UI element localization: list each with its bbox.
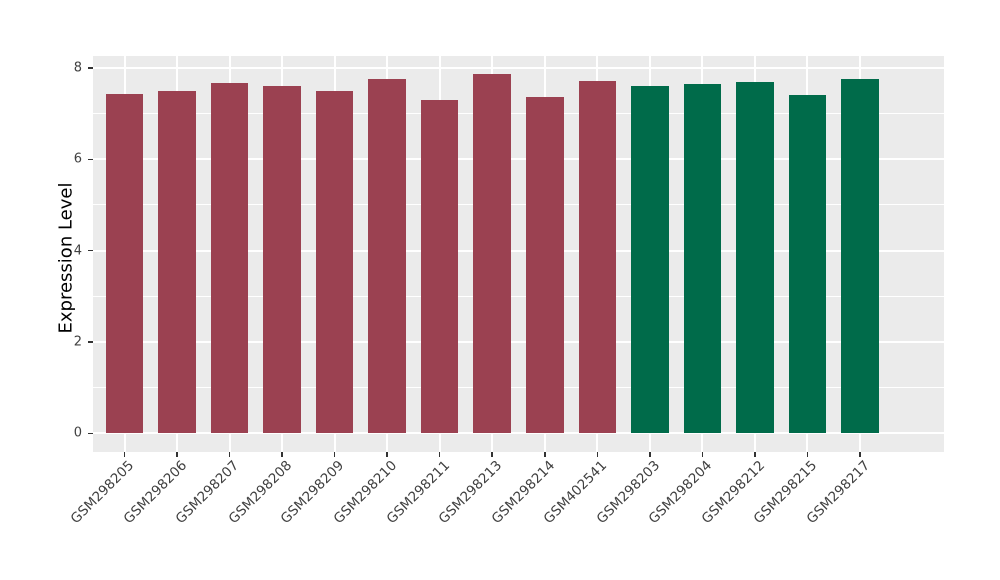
bar-GSM298210 [368, 78, 406, 434]
x-tick-mark [596, 452, 599, 457]
bar-GSM298205 [105, 93, 144, 434]
x-tick-mark [859, 452, 861, 457]
bar-GSM298203 [631, 85, 669, 434]
plot-panel [93, 56, 944, 452]
bar-GSM298214 [525, 96, 564, 434]
y-tick-mark [88, 341, 93, 343]
bar-GSM298208 [263, 86, 301, 434]
x-tick-mark [544, 452, 546, 457]
major-gridline-y [93, 249, 944, 252]
y-tick-label: 4 [73, 243, 82, 259]
y-tick-label: 0 [73, 425, 82, 441]
y-tick-mark [88, 67, 93, 69]
major-gridline-y [93, 432, 944, 435]
x-tick-mark [438, 452, 441, 457]
bar-GSM298206 [158, 90, 196, 434]
y-tick-label: 2 [73, 334, 82, 350]
bar-GSM298204 [683, 83, 722, 434]
bar-GSM298215 [788, 95, 827, 434]
minor-gridline-y [93, 204, 944, 206]
x-tick-mark [386, 452, 388, 457]
bar-GSM402541 [578, 81, 617, 434]
bar-GSM298217 [841, 78, 879, 434]
minor-gridline-y [93, 387, 944, 389]
bar-GSM298211 [420, 99, 459, 434]
bar-GSM298209 [315, 90, 354, 434]
bar-GSM298213 [473, 74, 511, 434]
x-tick-mark [701, 452, 704, 457]
y-tick-mark [88, 158, 93, 161]
x-tick-mark [176, 452, 178, 457]
x-tick-mark [123, 452, 126, 457]
x-tick-mark [649, 452, 651, 457]
y-tick-mark [88, 249, 93, 252]
x-tick-mark [281, 452, 283, 457]
bar-GSM298207 [210, 83, 249, 434]
minor-gridline-y [93, 295, 944, 297]
minor-gridline-y [93, 113, 944, 115]
x-tick-mark [754, 452, 756, 457]
y-tick-label: 8 [73, 60, 82, 76]
major-gridline-y [93, 158, 944, 161]
y-tick-mark [88, 432, 93, 435]
x-tick-mark [228, 452, 231, 457]
y-tick-label: 6 [73, 151, 82, 167]
x-tick-mark [806, 452, 809, 457]
x-tick-mark [333, 452, 336, 457]
bar-GSM298212 [736, 81, 774, 434]
major-gridline-y [93, 66, 944, 69]
major-gridline-y [93, 341, 944, 344]
x-tick-mark [491, 452, 493, 457]
